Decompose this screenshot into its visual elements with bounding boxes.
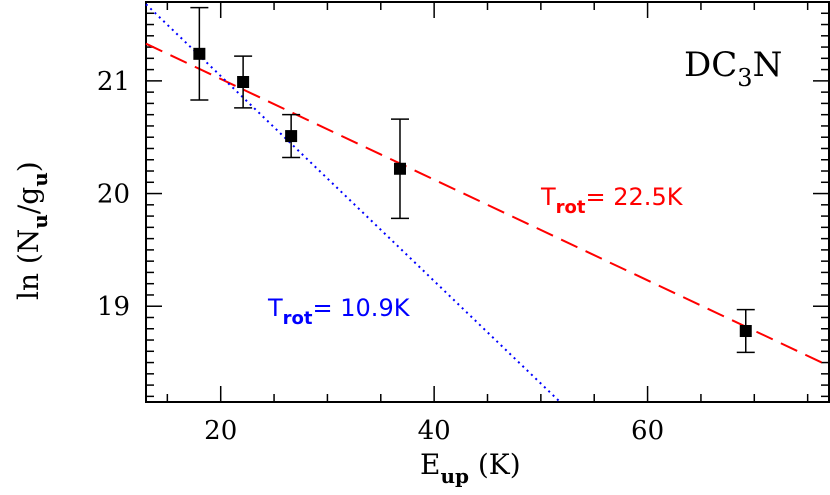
fit-label-blue: Trot= 10.9K xyxy=(267,294,411,329)
data-point xyxy=(393,162,406,175)
y-axis-label: ln (Nu/gu) xyxy=(12,161,52,300)
molecule-label-subscript: 3 xyxy=(737,64,752,92)
data-point xyxy=(285,130,298,143)
y-tick-label: 21 xyxy=(97,67,130,97)
x-tick-label: 40 xyxy=(418,416,451,446)
x-tick-label: 60 xyxy=(631,416,664,446)
data-point xyxy=(739,325,752,338)
fit-label-red: Trot= 22.5K xyxy=(540,183,684,218)
axes-layer: 20 40 60 19 20 21 xyxy=(97,1,830,446)
data-point xyxy=(237,76,250,88)
molecule-label: DC3N xyxy=(684,45,782,92)
x-axis-label: Eup (K) xyxy=(420,448,521,488)
fit-lines xyxy=(145,3,830,403)
data-point xyxy=(193,47,206,60)
fit-line-blue-dotted xyxy=(145,3,561,403)
data-points xyxy=(190,6,755,354)
fit-line-red-dashed xyxy=(145,42,830,367)
y-tick-label: 19 xyxy=(97,292,130,322)
y-tick-label: 20 xyxy=(97,180,130,210)
x-tick-label: 20 xyxy=(204,416,237,446)
